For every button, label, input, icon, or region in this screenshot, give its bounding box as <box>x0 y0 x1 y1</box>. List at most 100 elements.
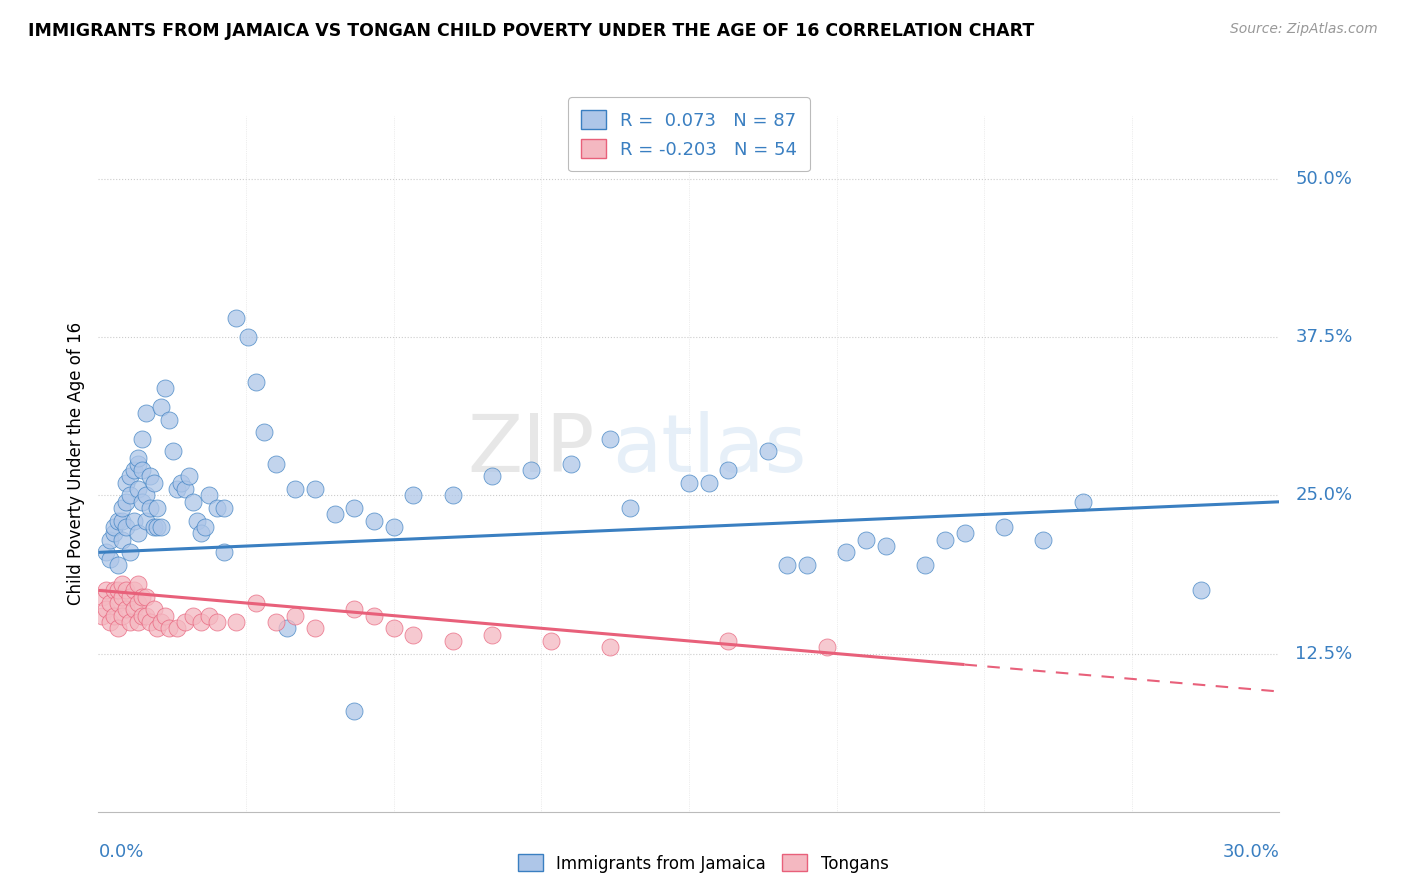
Point <box>127 596 149 610</box>
Point <box>98 615 121 629</box>
Point <box>1032 533 1054 547</box>
Point <box>619 501 641 516</box>
Point <box>122 514 145 528</box>
Point <box>150 400 173 414</box>
Point <box>127 450 149 465</box>
Point <box>107 621 129 635</box>
Point <box>197 608 219 623</box>
Point <box>245 375 267 389</box>
Point <box>96 583 118 598</box>
Point <box>142 520 165 534</box>
Point <box>118 590 141 604</box>
Point <box>190 526 212 541</box>
Point <box>118 545 141 559</box>
Point <box>717 463 740 477</box>
Point <box>138 501 160 516</box>
Point <box>107 514 129 528</box>
Text: 50.0%: 50.0% <box>1295 170 1353 188</box>
Point <box>131 590 153 604</box>
Point <box>146 621 169 635</box>
Point <box>756 444 779 458</box>
Point <box>162 444 184 458</box>
Point <box>127 457 149 471</box>
Point <box>1189 583 1212 598</box>
Point <box>363 514 385 528</box>
Point <box>146 520 169 534</box>
Point <box>118 469 141 483</box>
Point <box>855 533 877 547</box>
Text: 12.5%: 12.5% <box>1295 645 1353 663</box>
Point <box>111 577 134 591</box>
Text: 30.0%: 30.0% <box>1223 843 1279 862</box>
Point <box>796 558 818 572</box>
Text: atlas: atlas <box>612 411 807 489</box>
Point <box>111 608 134 623</box>
Point <box>914 558 936 572</box>
Point <box>122 583 145 598</box>
Point <box>304 482 326 496</box>
Text: ZIP: ZIP <box>467 411 595 489</box>
Point <box>142 475 165 490</box>
Point <box>194 520 217 534</box>
Point <box>599 432 621 446</box>
Point <box>174 615 197 629</box>
Point <box>225 311 247 326</box>
Point <box>118 488 141 502</box>
Point <box>214 545 236 559</box>
Point <box>481 469 503 483</box>
Point <box>127 526 149 541</box>
Point <box>304 621 326 635</box>
Point <box>181 495 204 509</box>
Point <box>131 463 153 477</box>
Point <box>245 596 267 610</box>
Legend: Immigrants from Jamaica, Tongans: Immigrants from Jamaica, Tongans <box>510 847 896 880</box>
Point <box>815 640 838 655</box>
Point <box>131 432 153 446</box>
Point <box>127 482 149 496</box>
Point <box>678 475 700 490</box>
Point <box>155 381 177 395</box>
Point <box>91 608 114 623</box>
Point <box>122 602 145 616</box>
Legend: R =  0.073   N = 87, R = -0.203   N = 54: R = 0.073 N = 87, R = -0.203 N = 54 <box>568 97 810 171</box>
Point <box>170 475 193 490</box>
Point <box>96 602 118 616</box>
Point <box>993 520 1015 534</box>
Point <box>157 621 180 635</box>
Point <box>111 514 134 528</box>
Point <box>835 545 858 559</box>
Point <box>107 558 129 572</box>
Point <box>363 608 385 623</box>
Point <box>382 621 405 635</box>
Point <box>150 520 173 534</box>
Point <box>107 596 129 610</box>
Point <box>135 514 157 528</box>
Point <box>135 406 157 420</box>
Point <box>135 488 157 502</box>
Point <box>98 596 121 610</box>
Point <box>118 615 141 629</box>
Point <box>190 615 212 629</box>
Point <box>214 501 236 516</box>
Point <box>520 463 543 477</box>
Point <box>343 602 366 616</box>
Point <box>236 330 259 344</box>
Point <box>205 615 228 629</box>
Y-axis label: Child Poverty Under the Age of 16: Child Poverty Under the Age of 16 <box>66 322 84 606</box>
Point <box>115 520 138 534</box>
Point <box>115 495 138 509</box>
Point <box>131 495 153 509</box>
Point <box>197 488 219 502</box>
Text: 0.0%: 0.0% <box>98 843 143 862</box>
Point <box>131 608 153 623</box>
Text: Source: ZipAtlas.com: Source: ZipAtlas.com <box>1230 22 1378 37</box>
Point <box>953 526 976 541</box>
Point <box>717 634 740 648</box>
Point <box>205 501 228 516</box>
Point <box>150 615 173 629</box>
Point <box>111 590 134 604</box>
Text: 25.0%: 25.0% <box>1295 486 1353 505</box>
Point <box>166 482 188 496</box>
Point <box>135 608 157 623</box>
Point <box>111 533 134 547</box>
